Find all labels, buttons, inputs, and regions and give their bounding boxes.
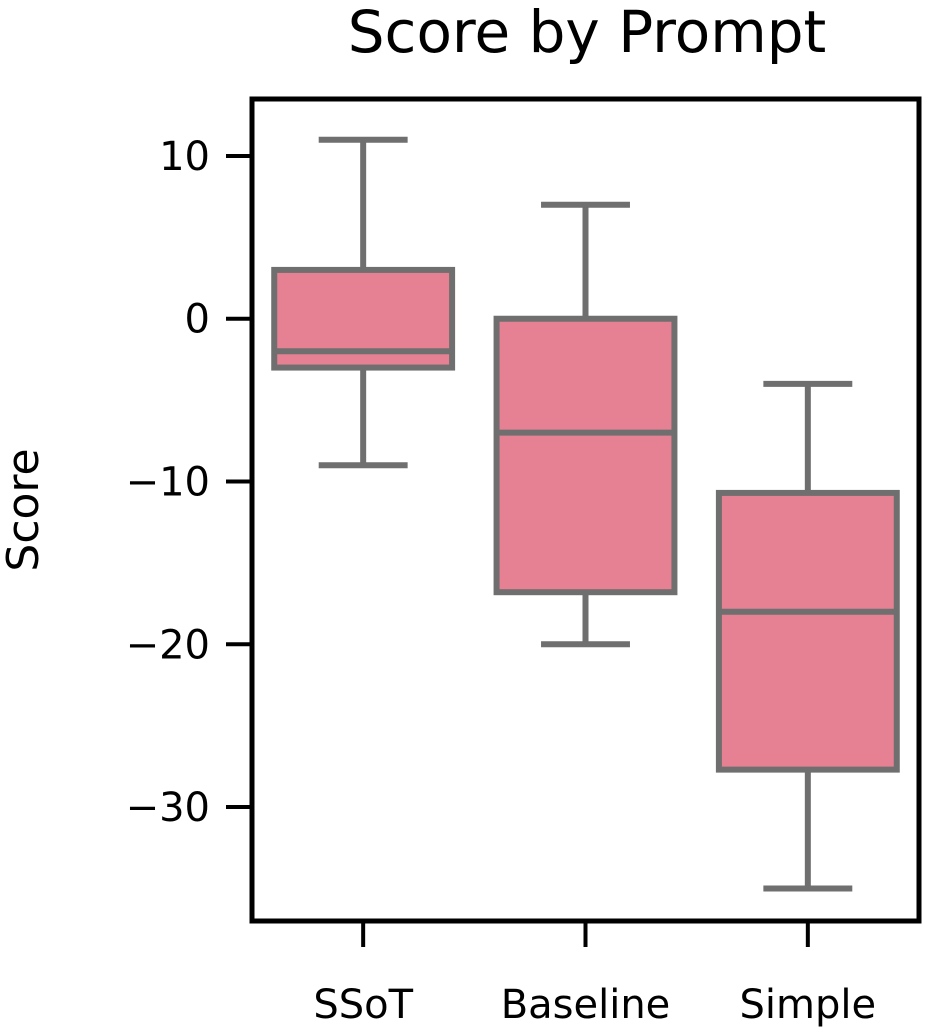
y-tick-label: −30	[126, 785, 210, 831]
iqr-box	[715, 489, 900, 773]
iqr-box	[493, 315, 678, 596]
y-tick-label: −10	[126, 460, 210, 506]
y-tick-label: 0	[185, 297, 210, 343]
x-axis-ticks: SSoT Baseline Simple	[313, 921, 876, 1028]
y-tick-label: −20	[126, 622, 210, 668]
chart-title: Score by Prompt	[348, 0, 827, 66]
x-tick-label-baseline: Baseline	[501, 982, 671, 1028]
plot-area-frame	[249, 96, 922, 924]
box-group-baseline	[493, 201, 678, 648]
box-group-ssot	[271, 136, 456, 469]
x-tick-label-simple: Simple	[740, 982, 877, 1028]
x-tick-label-ssot: SSoT	[313, 982, 413, 1028]
y-axis-ticks: 10 0 −10 −20 −30	[126, 134, 252, 831]
boxes-layer	[271, 136, 900, 892]
box-group-simple	[715, 380, 900, 892]
y-tick-label: 10	[159, 134, 210, 180]
y-axis-label: Score	[0, 448, 49, 571]
